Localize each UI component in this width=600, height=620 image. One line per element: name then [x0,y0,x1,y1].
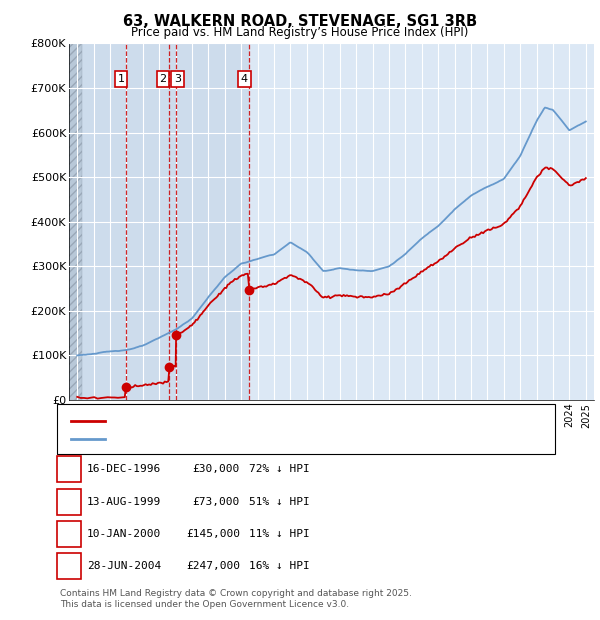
Text: 2: 2 [159,74,166,84]
Text: 3: 3 [65,529,73,539]
Text: 2: 2 [65,497,73,507]
Text: £73,000: £73,000 [193,497,240,507]
Bar [69,43,82,400]
Text: Contains HM Land Registry data © Crown copyright and database right 2025.
This d: Contains HM Land Registry data © Crown c… [60,590,412,609]
Text: 72% ↓ HPI: 72% ↓ HPI [249,464,310,474]
Text: 1: 1 [118,74,124,84]
Text: 3: 3 [174,74,181,84]
Text: 1: 1 [65,464,73,474]
Text: Price paid vs. HM Land Registry’s House Price Index (HPI): Price paid vs. HM Land Registry’s House … [131,26,469,39]
Text: 13-AUG-1999: 13-AUG-1999 [87,497,161,507]
Text: 16-DEC-1996: 16-DEC-1996 [87,464,161,474]
Text: £145,000: £145,000 [186,529,240,539]
Text: 63, WALKERN ROAD, STEVENAGE, SG1 3RB: 63, WALKERN ROAD, STEVENAGE, SG1 3RB [123,14,477,29]
Text: 16% ↓ HPI: 16% ↓ HPI [249,561,310,571]
Text: 4: 4 [241,74,248,84]
Bar [69,43,250,400]
Text: £30,000: £30,000 [193,464,240,474]
Text: 4: 4 [65,561,73,571]
Text: 11% ↓ HPI: 11% ↓ HPI [249,529,310,539]
Text: 10-JAN-2000: 10-JAN-2000 [87,529,161,539]
Text: £247,000: £247,000 [186,561,240,571]
Text: 63, WALKERN ROAD, STEVENAGE, SG1 3RB (detached house): 63, WALKERN ROAD, STEVENAGE, SG1 3RB (de… [111,416,431,426]
Text: HPI: Average price, detached house, Stevenage: HPI: Average price, detached house, Stev… [111,434,359,444]
Text: 51% ↓ HPI: 51% ↓ HPI [249,497,310,507]
Text: 28-JUN-2004: 28-JUN-2004 [87,561,161,571]
